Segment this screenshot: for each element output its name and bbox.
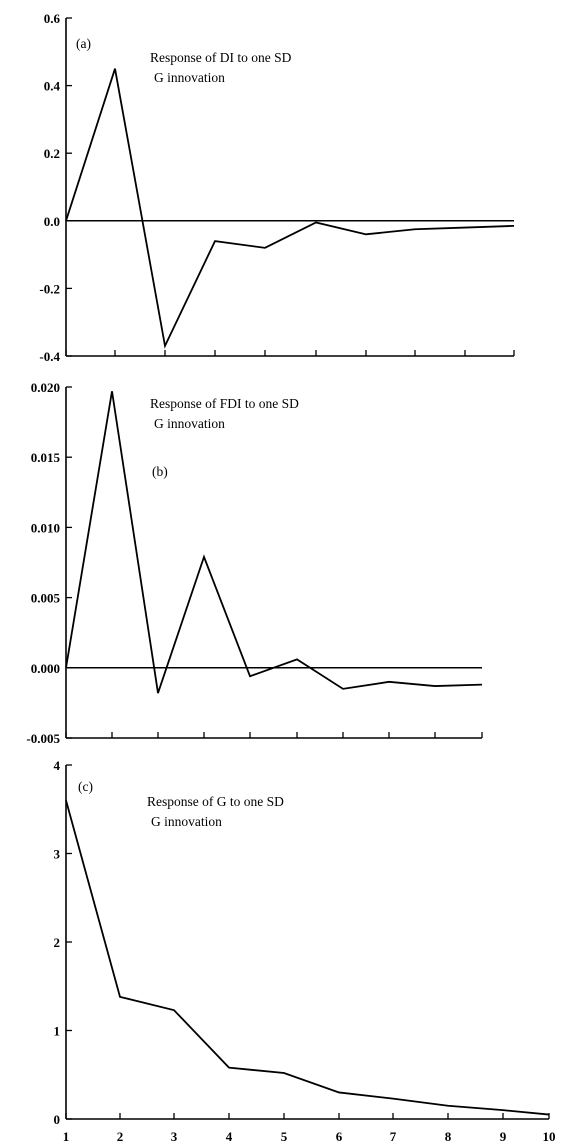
chart-panel-b: -0.005 0.000 0.005 0.010 0.015 0.020 (b) Respon…: [26, 380, 483, 746]
y-tick-label: 2: [54, 935, 61, 950]
chart-panel-a: -0.4 -0.2 0.0 0.2 0.4 0.6 (a) Response of DI to…: [39, 11, 515, 364]
y-tick-label: 0: [54, 1112, 61, 1127]
y-tick-label: 0.020: [31, 380, 60, 395]
y-tick-label: -0.2: [39, 281, 60, 296]
panel-title-line: Response of FDI to one SD: [150, 396, 299, 411]
x-tick-label: 8: [445, 1129, 452, 1144]
panel-label: (c): [78, 779, 93, 794]
panel-title-line: Response of DI to one SD: [150, 50, 292, 65]
panel-title-line: Response of G to one SD: [147, 794, 284, 809]
x-tick-label: 10: [543, 1129, 556, 1144]
y-tick-label: 0.2: [44, 146, 60, 161]
y-tick-label: -0.005: [26, 731, 60, 746]
panel-title-line: G innovation: [154, 416, 225, 431]
panel-title-line: G innovation: [151, 814, 222, 829]
x-tick-label: 5: [281, 1129, 288, 1144]
y-tick-label: 3: [54, 847, 61, 862]
panel-label: (b): [152, 464, 168, 479]
y-tick-label: 0.010: [31, 520, 60, 535]
y-tick-label: 0.4: [44, 79, 61, 94]
y-tick-label: 4: [54, 758, 61, 773]
x-tick-label: 6: [336, 1129, 343, 1144]
x-tick-label: 9: [500, 1129, 507, 1144]
y-tick-label: -0.4: [39, 349, 60, 364]
y-tick-label: 1: [54, 1024, 61, 1039]
panel-label: (a): [76, 36, 91, 51]
y-tick-label: 0.000: [31, 661, 60, 676]
x-tick-label: 2: [117, 1129, 124, 1144]
response-line: [65, 68, 515, 349]
x-tick-label: 4: [226, 1129, 233, 1144]
x-tick-label: 7: [390, 1129, 397, 1144]
y-tick-label: 0.0: [44, 214, 60, 229]
response-line: [65, 800, 550, 1116]
y-tick-label: 0.005: [31, 591, 61, 606]
response-line: [65, 391, 483, 694]
x-tick-label: 1: [63, 1129, 70, 1144]
panel-title-line: G innovation: [154, 70, 225, 85]
y-tick-label: 0.015: [31, 450, 61, 465]
y-tick-label: 0.6: [44, 11, 61, 26]
x-tick-label: 3: [171, 1129, 178, 1144]
